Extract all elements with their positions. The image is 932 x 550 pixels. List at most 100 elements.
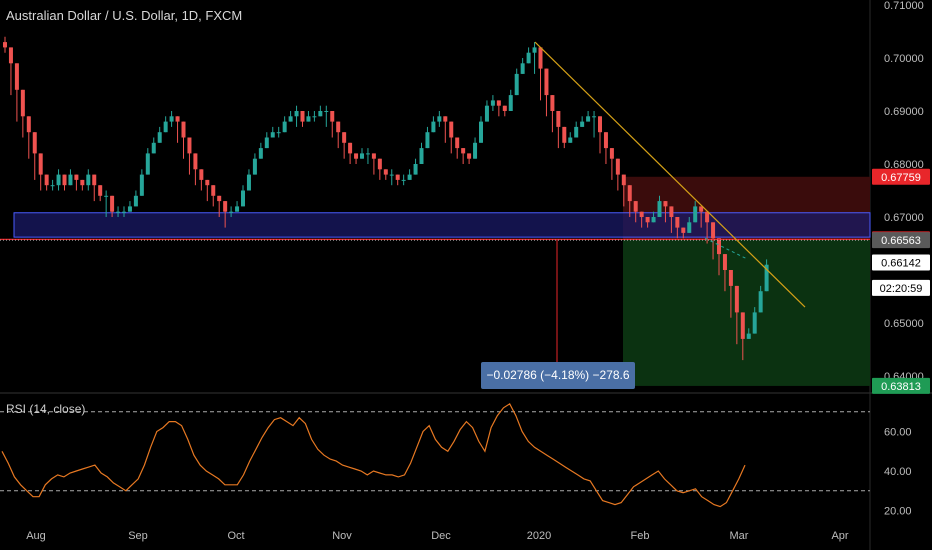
candle-body [615,158,620,175]
time-tick-label: Aug [26,530,46,542]
candle-body [764,264,769,292]
candle-body [258,148,263,159]
candle-body [657,201,662,217]
candle-body [223,201,228,212]
rsi-tick-label: 40.00 [884,466,912,478]
price-marker-label: 0.67759 [881,172,921,184]
time-tick-label: Nov [332,530,352,542]
candle-body [133,195,138,207]
candle-body [556,111,561,127]
candle-body [693,206,698,223]
candle-body [425,132,430,149]
candle-body [598,116,602,133]
time-tick-label: Sep [128,530,148,542]
candle-body [437,116,442,122]
price-marker-box [872,279,930,296]
candle-body [395,174,400,180]
candle-body [211,185,216,196]
candle-body [163,121,168,133]
price-marker-label: 0.66563 [881,235,921,247]
candle-body [14,63,19,90]
candle-body [514,73,519,96]
candle-body [169,116,174,122]
candle-body [199,169,204,180]
candle-body [550,95,555,111]
candle-body [419,148,424,164]
candle-body [92,174,97,186]
candle-body [479,121,483,143]
candle-body [276,132,281,134]
projection-line [704,237,749,260]
candle-body [681,227,686,233]
candle-body [431,121,436,133]
candle-body [8,47,13,64]
candle-body [62,174,67,186]
candle-body [44,174,49,186]
candle-body [532,47,537,53]
candle-body [490,100,495,106]
candle-body [568,137,573,143]
candle-body [348,142,353,154]
candle-body [538,47,543,69]
rsi-series-line [1,403,746,508]
price-tick-label: 0.71000 [884,0,924,12]
time-tick-label: Apr [831,530,848,542]
candle-body [633,201,638,212]
price-marker-box [872,168,930,185]
candle-body [407,174,412,180]
candle-body [193,153,198,170]
candle-body [526,52,531,64]
candle-body [110,195,115,212]
candle-body [205,179,210,186]
candle-body [734,285,739,313]
support-zone [13,212,871,238]
candle-body [687,222,692,233]
candle-body [330,111,335,122]
trendline [534,41,806,308]
candle-body [449,121,454,138]
candle-body [443,116,448,122]
candle-body [282,121,287,133]
candle-body [621,174,626,186]
price-tick-label: 0.65000 [884,318,924,330]
candle-body [181,121,186,138]
candle-body [592,116,597,118]
rsi-tick-label: 60.00 [884,427,912,439]
candle-body [270,132,275,138]
candle-body [98,185,103,196]
candle-body [336,121,341,133]
candle-body [86,174,91,186]
candle-body [651,217,656,223]
candle-body [746,333,751,339]
candle-body [217,195,222,202]
candle-body [342,132,347,143]
candle-body [455,137,460,149]
candle-body [580,121,585,127]
candle-body [496,100,501,106]
candle-body [300,111,305,122]
candle-body [484,105,489,122]
candle-body [294,111,299,117]
price-marker-box [872,254,930,271]
candle-body [354,153,359,159]
candle-body [80,179,85,186]
candle-body [246,174,251,191]
candle-body [461,148,466,154]
time-tick-label: 2020 [527,530,551,542]
candle-body [139,174,144,196]
candle-body [68,174,73,186]
time-tick-label: Mar [730,530,749,542]
candle-body [229,211,234,213]
price-tick-label: 0.68000 [884,159,924,171]
candle-body [3,42,7,48]
time-tick-label: Feb [631,530,650,542]
rsi-pane [0,403,870,508]
candle-body [360,153,364,159]
candle-body [371,153,376,159]
candle-body [699,206,704,212]
candle-body [740,312,745,339]
candle-body [104,195,109,197]
candle-body [645,217,650,223]
candlesticks [3,36,769,361]
